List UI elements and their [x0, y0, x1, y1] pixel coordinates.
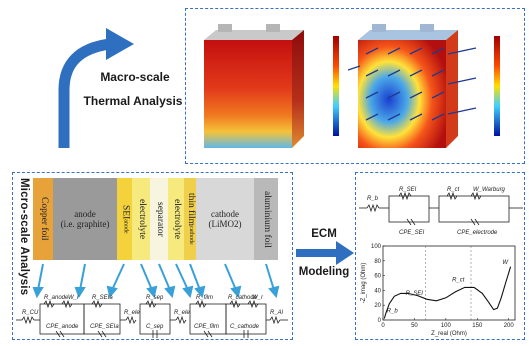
micro-circuit-label-rsep: R_sep	[146, 295, 164, 301]
micro-circuit-label-rseia: R_SEIa	[92, 295, 113, 301]
electrolyte-1-label: electrolyte	[136, 198, 147, 240]
layer-separator: separator	[150, 178, 168, 260]
x-tick-label-2: 100	[441, 323, 452, 329]
macro-scale-box	[185, 8, 525, 164]
nyquist-annotation-2: R_ct	[452, 278, 465, 284]
layer-copper-foil: Copper foil	[33, 178, 53, 260]
micro-circuit-label-rcu: R_CU	[22, 310, 39, 316]
ecm-circuit: R_b R_SEI R_ct W_Warburg CPE_SEI CPE_ele…	[359, 187, 523, 236]
micro-circuit-label-cpe-seia: CPE_SEIa	[90, 324, 119, 330]
battery-heatflux-render	[348, 24, 477, 148]
nyquist-annotation-3: W	[502, 260, 509, 266]
thin-film-label: thin film	[185, 193, 196, 227]
ecm-label-rsei: R_SEI	[399, 187, 417, 193]
micro-circuit-label-ccathode: C_cathode	[230, 324, 260, 330]
ecm-label-line2: Modeling	[298, 266, 350, 278]
thin-film-sub: cathode	[187, 226, 194, 245]
y-tick-label-4: 80	[374, 259, 381, 265]
ecm-label-rct: R_ct	[447, 187, 460, 193]
micro-scale-box	[12, 172, 293, 340]
separator-label: separator	[154, 201, 165, 237]
ecm-label-cpe-electrode: CPE_electrode	[457, 230, 498, 236]
micro-circuit-label-csep: C_sep	[146, 324, 164, 330]
micro-circuit-label-rfilm: R_film	[196, 295, 213, 301]
y-tick-label-0: 0	[378, 318, 382, 324]
micro-circuit-label-rele-1: R_ele	[124, 310, 140, 316]
x-tick-label-3: 150	[472, 323, 483, 329]
micro-circuit-label-rcathode: R_cathode	[228, 295, 258, 301]
micro-equivalent-circuit: R_CU R_anode W_r CPE_anode R_SEIa CPE_SE…	[16, 295, 288, 338]
ecm-label-line1: ECM	[311, 228, 337, 240]
nyquist-annotation-0: R_b	[387, 309, 399, 315]
anode-material-label: (i.e. graphite)	[60, 219, 110, 229]
layer-electrolyte-1: electrolyte	[132, 178, 150, 260]
nyquist-plot: 0 50 100 150 200 0 20 40 60 80 100 Z_real (Ohm) -Z_i…	[361, 244, 516, 337]
layer-to-circuit-arrows	[32, 263, 280, 299]
y-tick-label-3: 60	[374, 274, 381, 280]
layer-aluminium-foil: aluminium foil	[254, 178, 278, 260]
cathode-label: cathode	[211, 209, 239, 219]
cathode-material-label: (LiMO2)	[208, 219, 242, 229]
aluminium-foil-label: aluminium foil	[261, 190, 272, 248]
nyquist-annotation-1: R_SEI	[406, 291, 424, 297]
micro-circuit-label-ral: R_Al	[270, 310, 284, 316]
ecm-label-warburg: W_Warburg	[473, 187, 506, 193]
ecm-label-cpe-sei: CPE_SEI	[399, 230, 425, 236]
micro-circuit-label-ranode: R_anode	[44, 295, 69, 301]
macro-label-line1: Macro-scale	[100, 70, 170, 84]
micro-scale-title: Micro-scale Analysis	[18, 178, 30, 296]
sei-label: SEI	[120, 204, 131, 219]
sei-sub: anode	[122, 218, 129, 234]
nyquist-frame	[382, 245, 516, 321]
macro-arrow	[58, 28, 134, 148]
nyquist-y-axis-label: -Z_imag (Ohm)	[361, 263, 367, 304]
micro-circuit-label-rele-2: R_ele	[174, 310, 190, 316]
layer-cathode: cathode (LiMO2)	[196, 178, 254, 260]
battery-temperature-render	[204, 24, 304, 148]
anode-label: anode	[74, 209, 96, 219]
nyquist-series-0	[383, 266, 512, 319]
x-tick-label-4: 200	[504, 323, 515, 329]
y-tick-label-2: 40	[374, 288, 381, 294]
macro-label-line2: Thermal Analysis	[83, 94, 183, 108]
heatflux-colorbar	[494, 36, 500, 136]
nyquist-x-axis-label: Z_real (Ohm)	[431, 331, 467, 337]
micro-circuit-label-cpe-film: CPE_film	[194, 324, 219, 330]
layer-sei: SEIanode	[117, 178, 132, 260]
micro-circuit-label-wr-2: W_r	[252, 295, 264, 301]
y-tick-label-5: 100	[371, 244, 382, 250]
temperature-colorbar	[333, 36, 339, 136]
layer-anode: anode (i.e. graphite)	[53, 178, 117, 260]
x-tick-label-0: 0	[381, 323, 385, 329]
ecm-box	[355, 172, 525, 340]
micro-circuit-label-cpe-anode: CPE_anode	[46, 324, 79, 330]
micro-circuit-label-wr-1: W_r	[68, 295, 80, 301]
copper-foil-label: Copper foil	[38, 197, 49, 241]
layer-electrolyte-2: electrolyte	[168, 178, 184, 260]
electrolyte-2-label: electrolyte	[171, 198, 182, 240]
ecm-arrow	[296, 241, 354, 265]
layer-thin-film: thin filmcathode	[184, 178, 196, 260]
ecm-label-rb: R_b	[367, 196, 379, 202]
y-tick-label-1: 20	[374, 303, 381, 309]
x-tick-label-1: 50	[411, 323, 418, 329]
